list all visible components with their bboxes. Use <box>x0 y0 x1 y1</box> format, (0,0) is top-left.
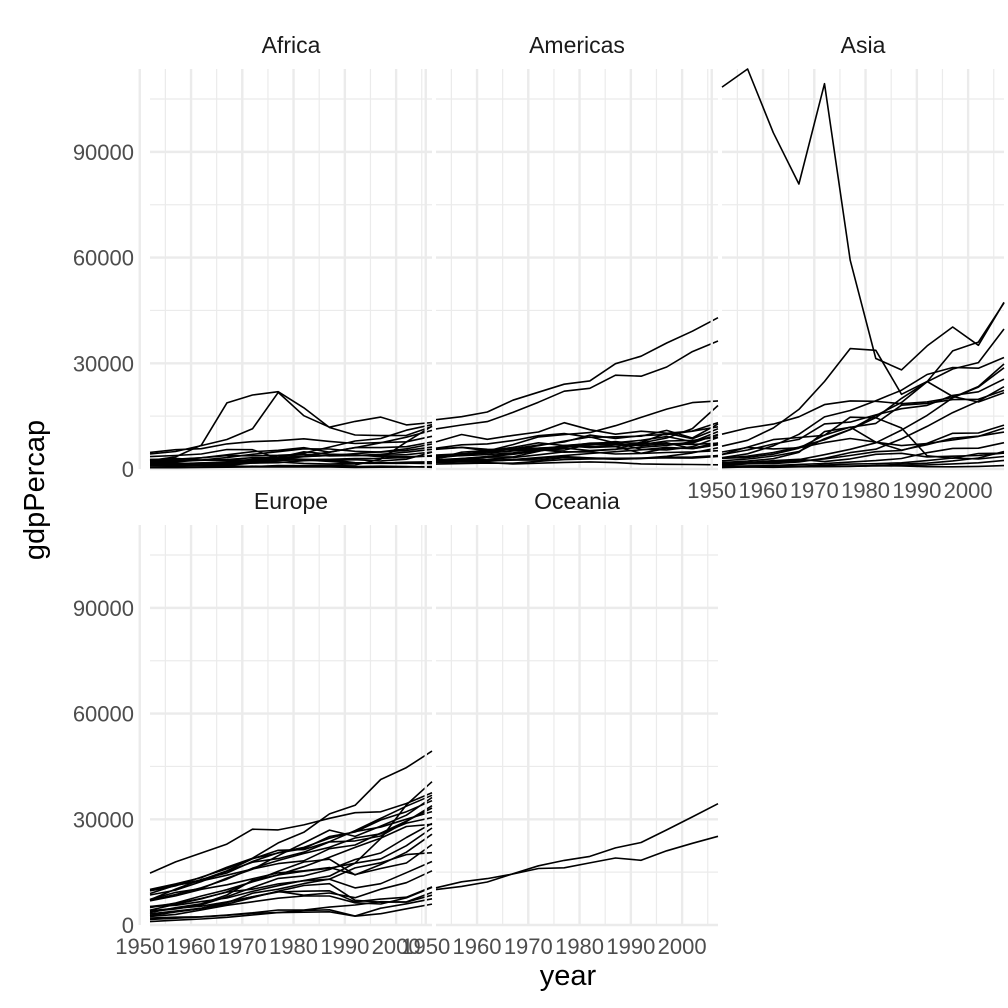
series-line <box>721 68 1005 371</box>
series-line <box>721 328 1005 459</box>
y-axis-title: gdpPercap <box>19 420 51 560</box>
series-line <box>149 822 433 913</box>
series-line <box>149 391 433 455</box>
series-line <box>435 449 719 462</box>
x-tick-label: 1980 <box>555 934 604 959</box>
y-tick-label: 0 <box>122 913 134 938</box>
x-tick-label: 1980 <box>841 478 890 503</box>
y-tick-label: 60000 <box>73 246 134 271</box>
series-line <box>721 426 1005 460</box>
x-tick-label: 1960 <box>739 478 788 503</box>
series-line <box>721 452 1005 465</box>
series-line <box>149 458 433 465</box>
series-line <box>721 367 1005 466</box>
x-tick-label: 1970 <box>504 934 553 959</box>
y-tick-label: 30000 <box>73 807 134 832</box>
x-tick-label: 1950 <box>115 934 164 959</box>
series-line <box>150 465 433 469</box>
series-line <box>149 448 433 462</box>
x-tick-label: 1970 <box>790 478 839 503</box>
series-line <box>435 835 719 889</box>
series-line <box>149 903 433 921</box>
y-tick-label: 90000 <box>73 140 134 165</box>
y-tick-label: 90000 <box>73 596 134 621</box>
facet-strip-africa: Africa <box>262 32 321 58</box>
y-tick-label: 60000 <box>73 702 134 727</box>
series-line <box>721 389 1005 464</box>
facet-strip-europe: Europe <box>254 488 328 514</box>
series-line <box>435 802 719 891</box>
series-line <box>149 823 433 909</box>
series-line <box>721 386 1005 467</box>
series-line <box>149 860 433 908</box>
series-line <box>721 431 1005 453</box>
facet-strip-oceania: Oceania <box>534 488 620 514</box>
series-line <box>435 434 719 461</box>
x-tick-label: 1960 <box>167 934 216 959</box>
x-tick-label: 2000 <box>944 478 993 503</box>
series-line <box>435 340 719 430</box>
series-line <box>149 816 433 901</box>
series-line <box>435 316 719 421</box>
series-line <box>435 436 719 452</box>
facet-strip-americas: Americas <box>529 32 625 58</box>
x-axis-title: year <box>540 960 597 992</box>
series-line <box>435 461 719 466</box>
y-tick-label: 0 <box>122 457 134 482</box>
series-line <box>721 302 1005 462</box>
x-tick-label: 1950 <box>401 934 450 959</box>
x-tick-label: 1990 <box>892 478 941 503</box>
series-line <box>435 442 719 457</box>
series-line <box>435 455 719 463</box>
x-tick-label: 2000 <box>372 934 421 959</box>
x-tick-label: 1980 <box>269 934 318 959</box>
series-line <box>149 898 433 923</box>
series-line <box>721 347 1005 447</box>
x-tick-label: 2000 <box>658 934 707 959</box>
facet-strip-asia: Asia <box>841 32 886 58</box>
series-line <box>435 423 719 449</box>
series-line <box>149 843 433 902</box>
series-line <box>149 794 433 895</box>
series-line <box>149 886 433 915</box>
x-tick-label: 1970 <box>218 934 267 959</box>
y-tick-label: 30000 <box>73 351 134 376</box>
series-line <box>149 870 433 912</box>
series-line <box>149 810 433 901</box>
series-line <box>149 827 433 914</box>
series-line <box>721 464 1005 468</box>
series-line <box>721 378 1005 456</box>
series-line <box>149 886 433 918</box>
x-tick-label: 1960 <box>453 934 502 959</box>
x-tick-label: 1990 <box>606 934 655 959</box>
series-line <box>149 792 433 874</box>
x-tick-label: 1950 <box>687 478 736 503</box>
x-tick-label: 1990 <box>320 934 369 959</box>
series-line <box>721 424 1005 464</box>
